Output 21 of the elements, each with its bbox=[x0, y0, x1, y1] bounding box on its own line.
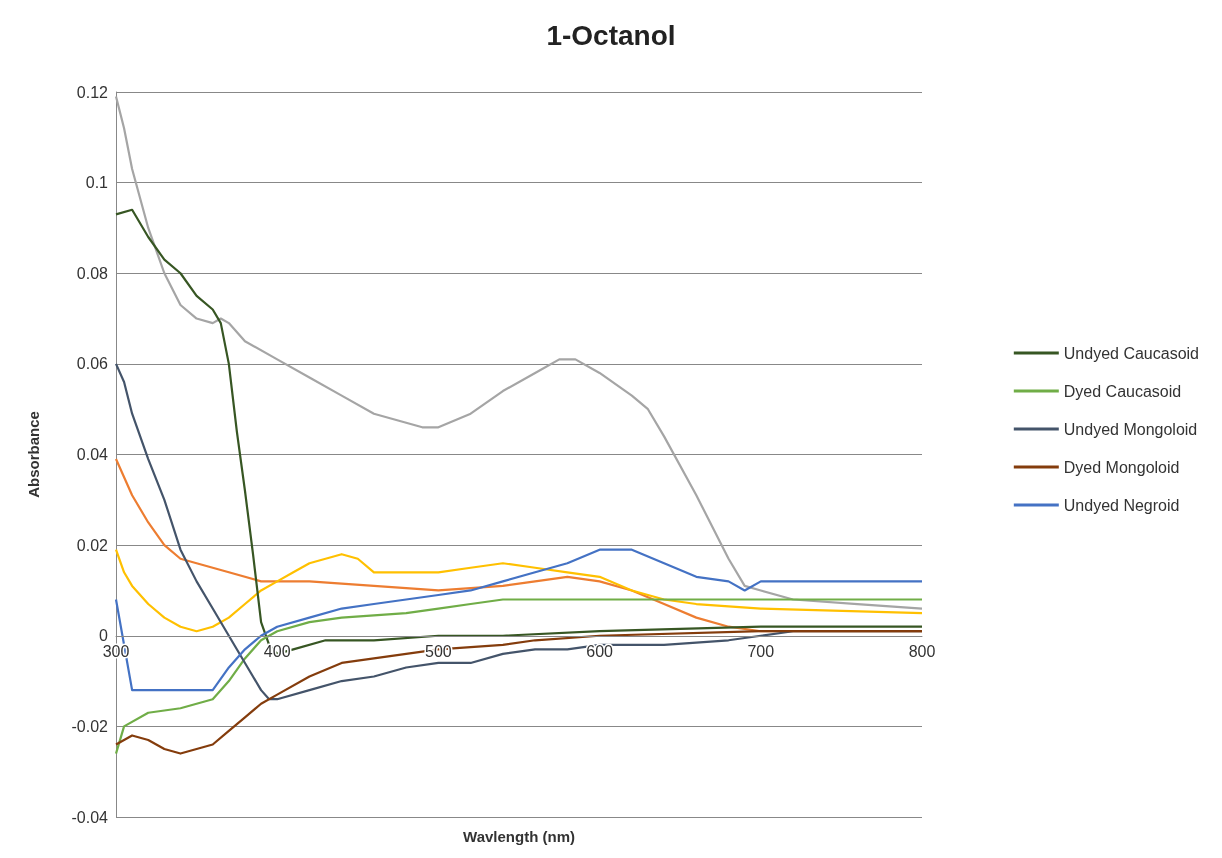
chart-title: 1-Octanol bbox=[546, 19, 676, 51]
y-tick-label: 0.12 bbox=[76, 83, 109, 101]
legend-label: Undyed Mongoloid bbox=[1063, 420, 1198, 438]
legend-label: Undyed Negroid bbox=[1063, 496, 1180, 514]
y-axis-title: Absorbance bbox=[25, 411, 42, 498]
x-tick-label: 800 bbox=[908, 643, 936, 661]
y-tick-label: 0.08 bbox=[76, 264, 109, 282]
y-tick-label: 0.02 bbox=[76, 536, 109, 554]
x-axis-title: Wavlength (nm) bbox=[463, 828, 575, 845]
legend-label: Dyed Mongoloid bbox=[1063, 458, 1180, 476]
y-tick-label: 0.06 bbox=[76, 355, 109, 373]
y-tick-label: 0.1 bbox=[85, 174, 109, 192]
y-tick-label: -0.04 bbox=[71, 808, 109, 826]
y-tick-label: 0.04 bbox=[76, 446, 109, 463]
x-tick-label: 700 bbox=[747, 643, 775, 661]
line-series bbox=[114, 548, 924, 633]
y-tick-label: 0 bbox=[99, 627, 109, 645]
y-tick-label: -0.02 bbox=[71, 717, 109, 735]
legend-label: Undyed Caucasoid bbox=[1063, 344, 1200, 362]
legend-label: Dyed Caucasoid bbox=[1063, 382, 1182, 400]
x-tick-label: 600 bbox=[586, 643, 614, 661]
